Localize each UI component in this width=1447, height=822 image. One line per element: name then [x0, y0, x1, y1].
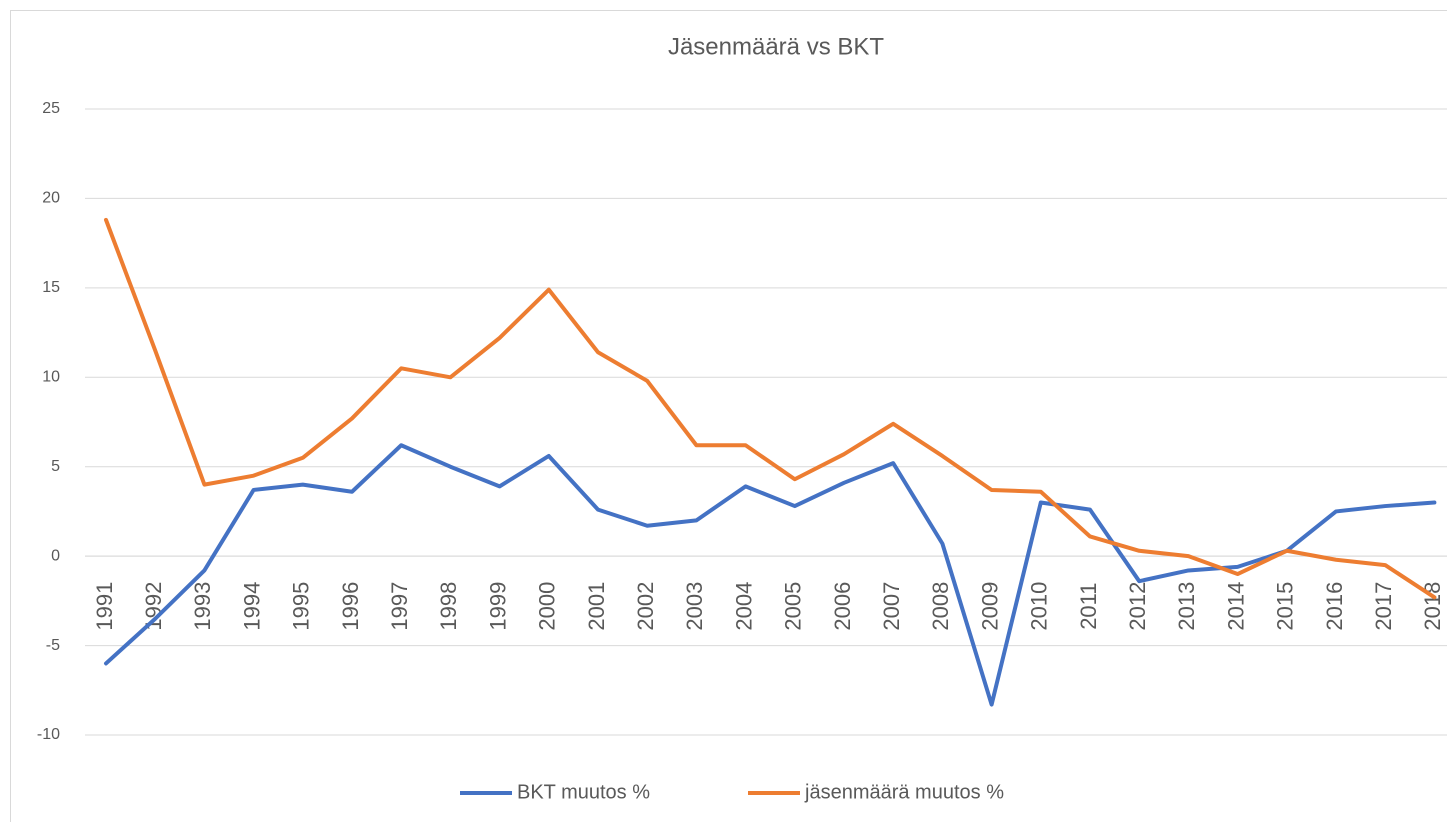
x-tick-label: 2001 — [584, 582, 609, 631]
x-tick-label: 2009 — [977, 582, 1002, 631]
x-tick-label: 2007 — [879, 582, 904, 631]
y-tick-label: 20 — [42, 190, 60, 207]
series-line — [104, 217, 1437, 600]
legend-label: jäsenmäärä muutos % — [804, 781, 1004, 803]
x-tick-label: 2002 — [633, 582, 658, 631]
x-tick-label: 1998 — [436, 582, 461, 631]
x-tick-label: 1997 — [387, 582, 412, 631]
x-tick-label: 2016 — [1322, 582, 1347, 631]
x-tick-label: 1996 — [338, 582, 363, 631]
x-tick-label: 1992 — [141, 582, 166, 631]
x-tick-label: 2010 — [1027, 582, 1052, 631]
x-tick-label: 2004 — [731, 582, 756, 631]
x-tick-label: 2008 — [928, 582, 953, 631]
y-tick-label: 5 — [51, 458, 60, 475]
x-tick-label: 1999 — [485, 582, 510, 631]
y-tick-label: 15 — [42, 279, 60, 296]
chart-title: Jäsenmäärä vs BKT — [668, 33, 884, 60]
series-line — [104, 443, 1437, 707]
x-tick-label: 2011 — [1076, 582, 1101, 629]
chart-border — [10, 10, 1447, 822]
x-tick-label: 2015 — [1273, 582, 1298, 631]
y-tick-label: -10 — [37, 726, 60, 743]
legend-label: BKT muutos % — [517, 781, 650, 803]
x-tick-label: 2013 — [1174, 582, 1199, 631]
x-tick-label: 2012 — [1125, 582, 1150, 631]
x-tick-label: 2005 — [781, 582, 806, 631]
y-tick-label: 25 — [42, 100, 60, 117]
y-tick-label: 10 — [42, 369, 60, 386]
x-tick-label: 1994 — [239, 582, 264, 631]
x-tick-label: 1993 — [190, 582, 215, 631]
x-tick-label: 1991 — [92, 582, 117, 631]
x-tick-label: 1995 — [289, 582, 314, 631]
y-tick-label: 0 — [51, 547, 60, 564]
y-tick-label: -5 — [46, 637, 60, 654]
x-tick-label: 2000 — [535, 582, 560, 631]
x-tick-label: 2003 — [682, 582, 707, 631]
x-tick-label: 2017 — [1371, 582, 1396, 631]
x-tick-label: 2006 — [830, 582, 855, 631]
x-tick-label: 2014 — [1223, 582, 1248, 631]
